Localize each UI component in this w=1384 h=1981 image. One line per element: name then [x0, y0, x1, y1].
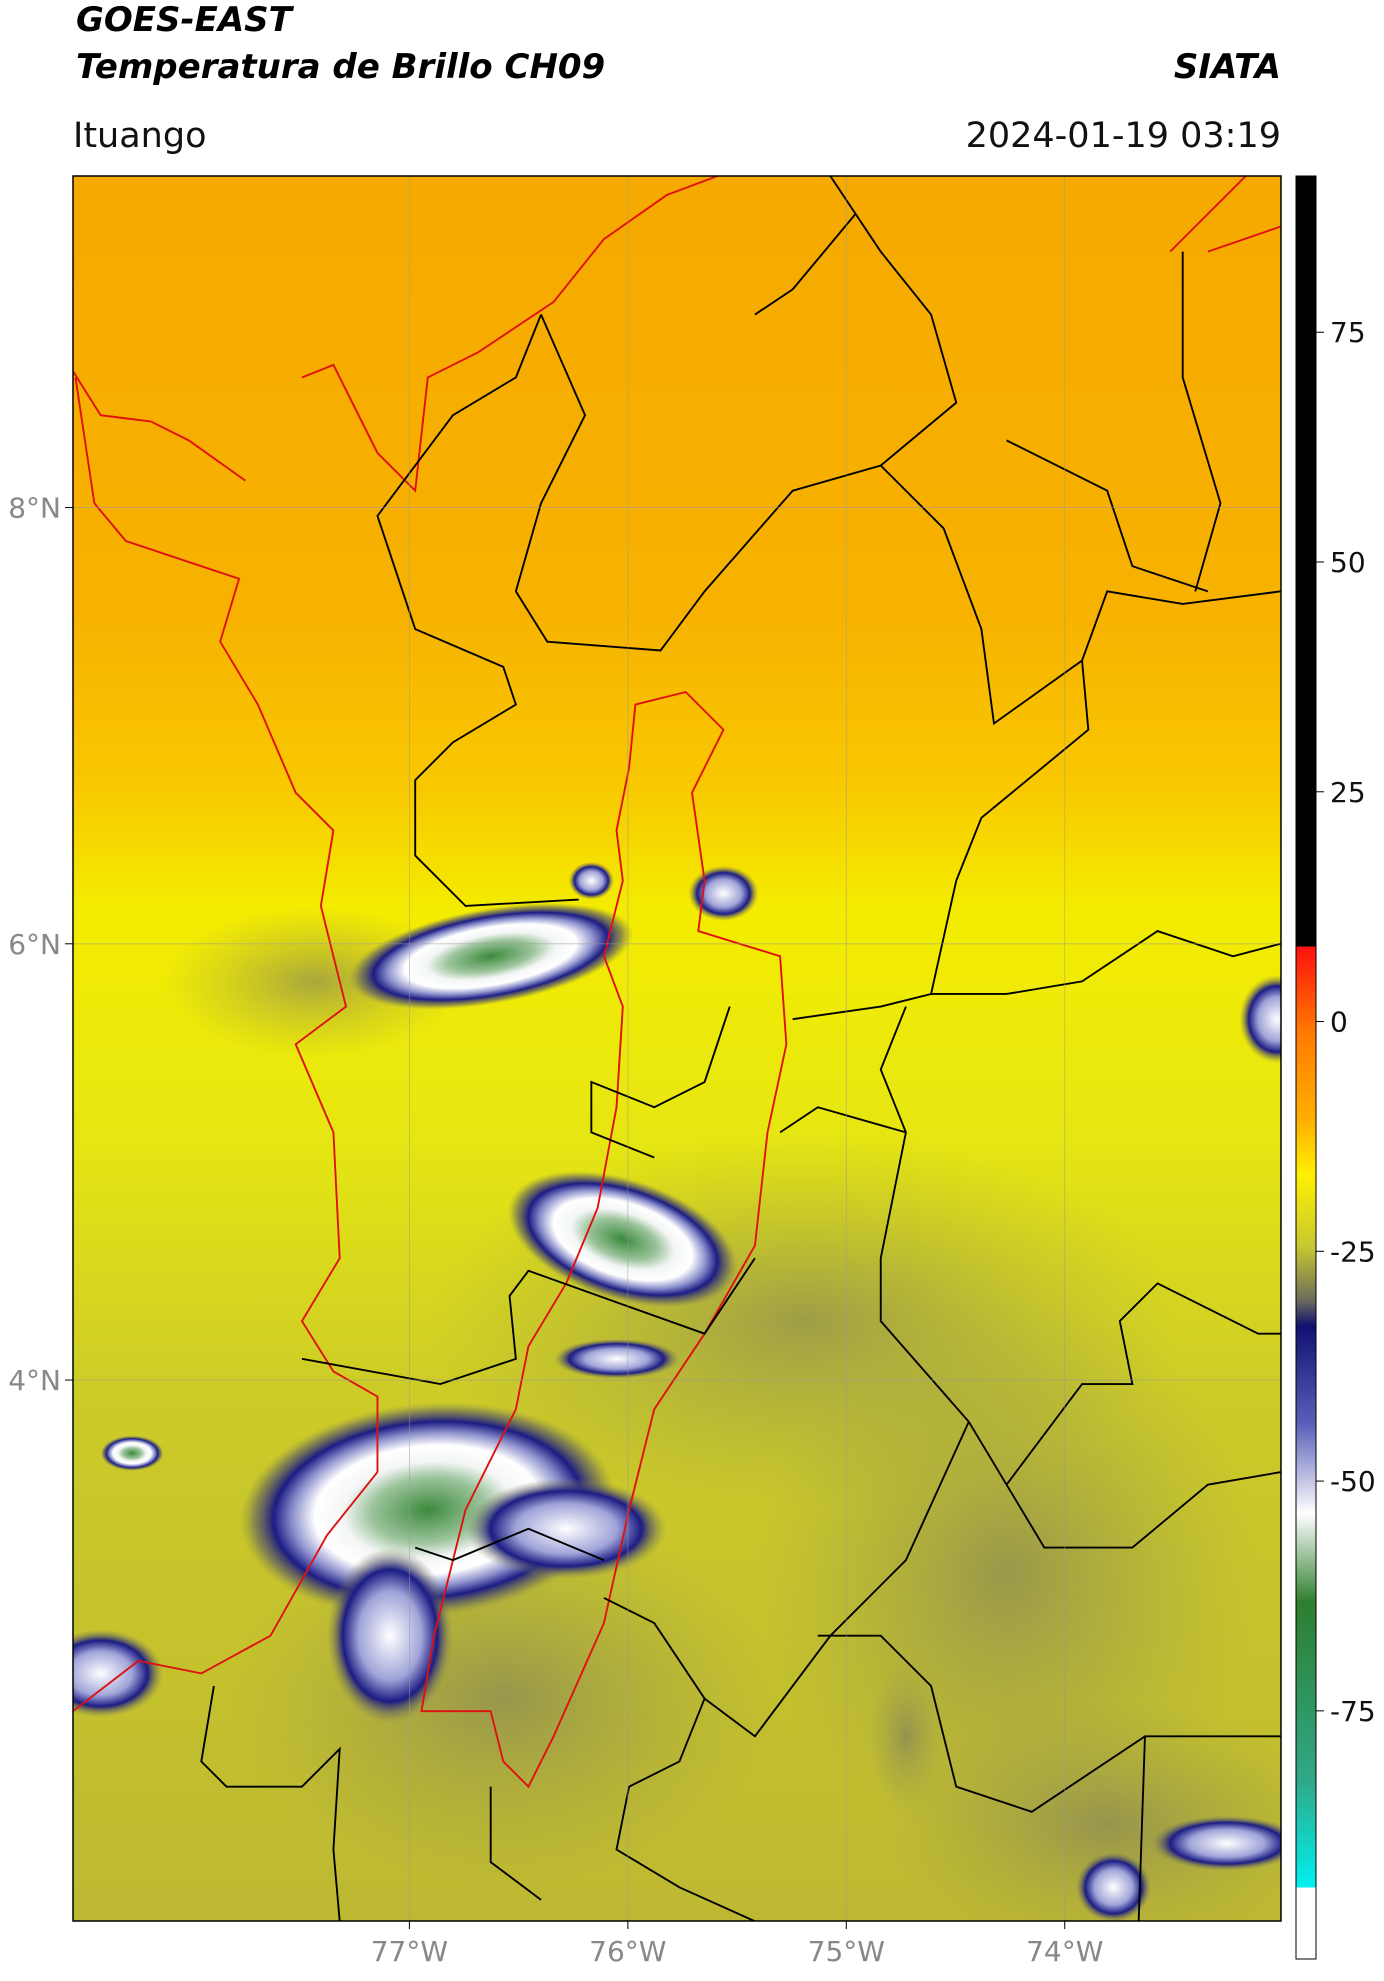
colorbar-tick-label: -50: [1330, 1465, 1376, 1498]
x-tick-label: 76°W: [589, 1935, 666, 1968]
colorbar-tick-label: 25: [1330, 776, 1366, 809]
y-tick-label: 6°N: [8, 928, 61, 961]
colorbar-tick-label: -75: [1330, 1695, 1376, 1728]
x-tick-label: 75°W: [808, 1935, 885, 1968]
map-field: [73, 176, 1281, 1921]
x-tick-label: 77°W: [371, 1935, 448, 1968]
colorbar-tick-label: 0: [1330, 1006, 1348, 1039]
title: GOES-EAST: [76, 0, 295, 40]
colorbar-tick-label: -25: [1330, 1235, 1376, 1268]
timestamp: 2024-01-19 03:19: [966, 116, 1281, 156]
colorbar-tick-label: 75: [1330, 316, 1366, 349]
boundaries: [73, 176, 1281, 1921]
y-tick-label: 4°N: [8, 1364, 61, 1397]
grid-layer: [73, 176, 1281, 1921]
x-tick-label: 74°W: [1026, 1935, 1103, 1968]
subtitle: Temperatura de Brillo CH09: [76, 47, 605, 87]
y-tick-label: 8°N: [8, 492, 61, 525]
region: Ituango: [73, 116, 207, 156]
cloud-layer: [73, 861, 1281, 1921]
colorbar: [1295, 175, 1317, 1960]
brand: SIATA: [1174, 47, 1281, 87]
map-frame: [72, 175, 1282, 1922]
colorbar-tick-label: 50: [1330, 546, 1366, 579]
